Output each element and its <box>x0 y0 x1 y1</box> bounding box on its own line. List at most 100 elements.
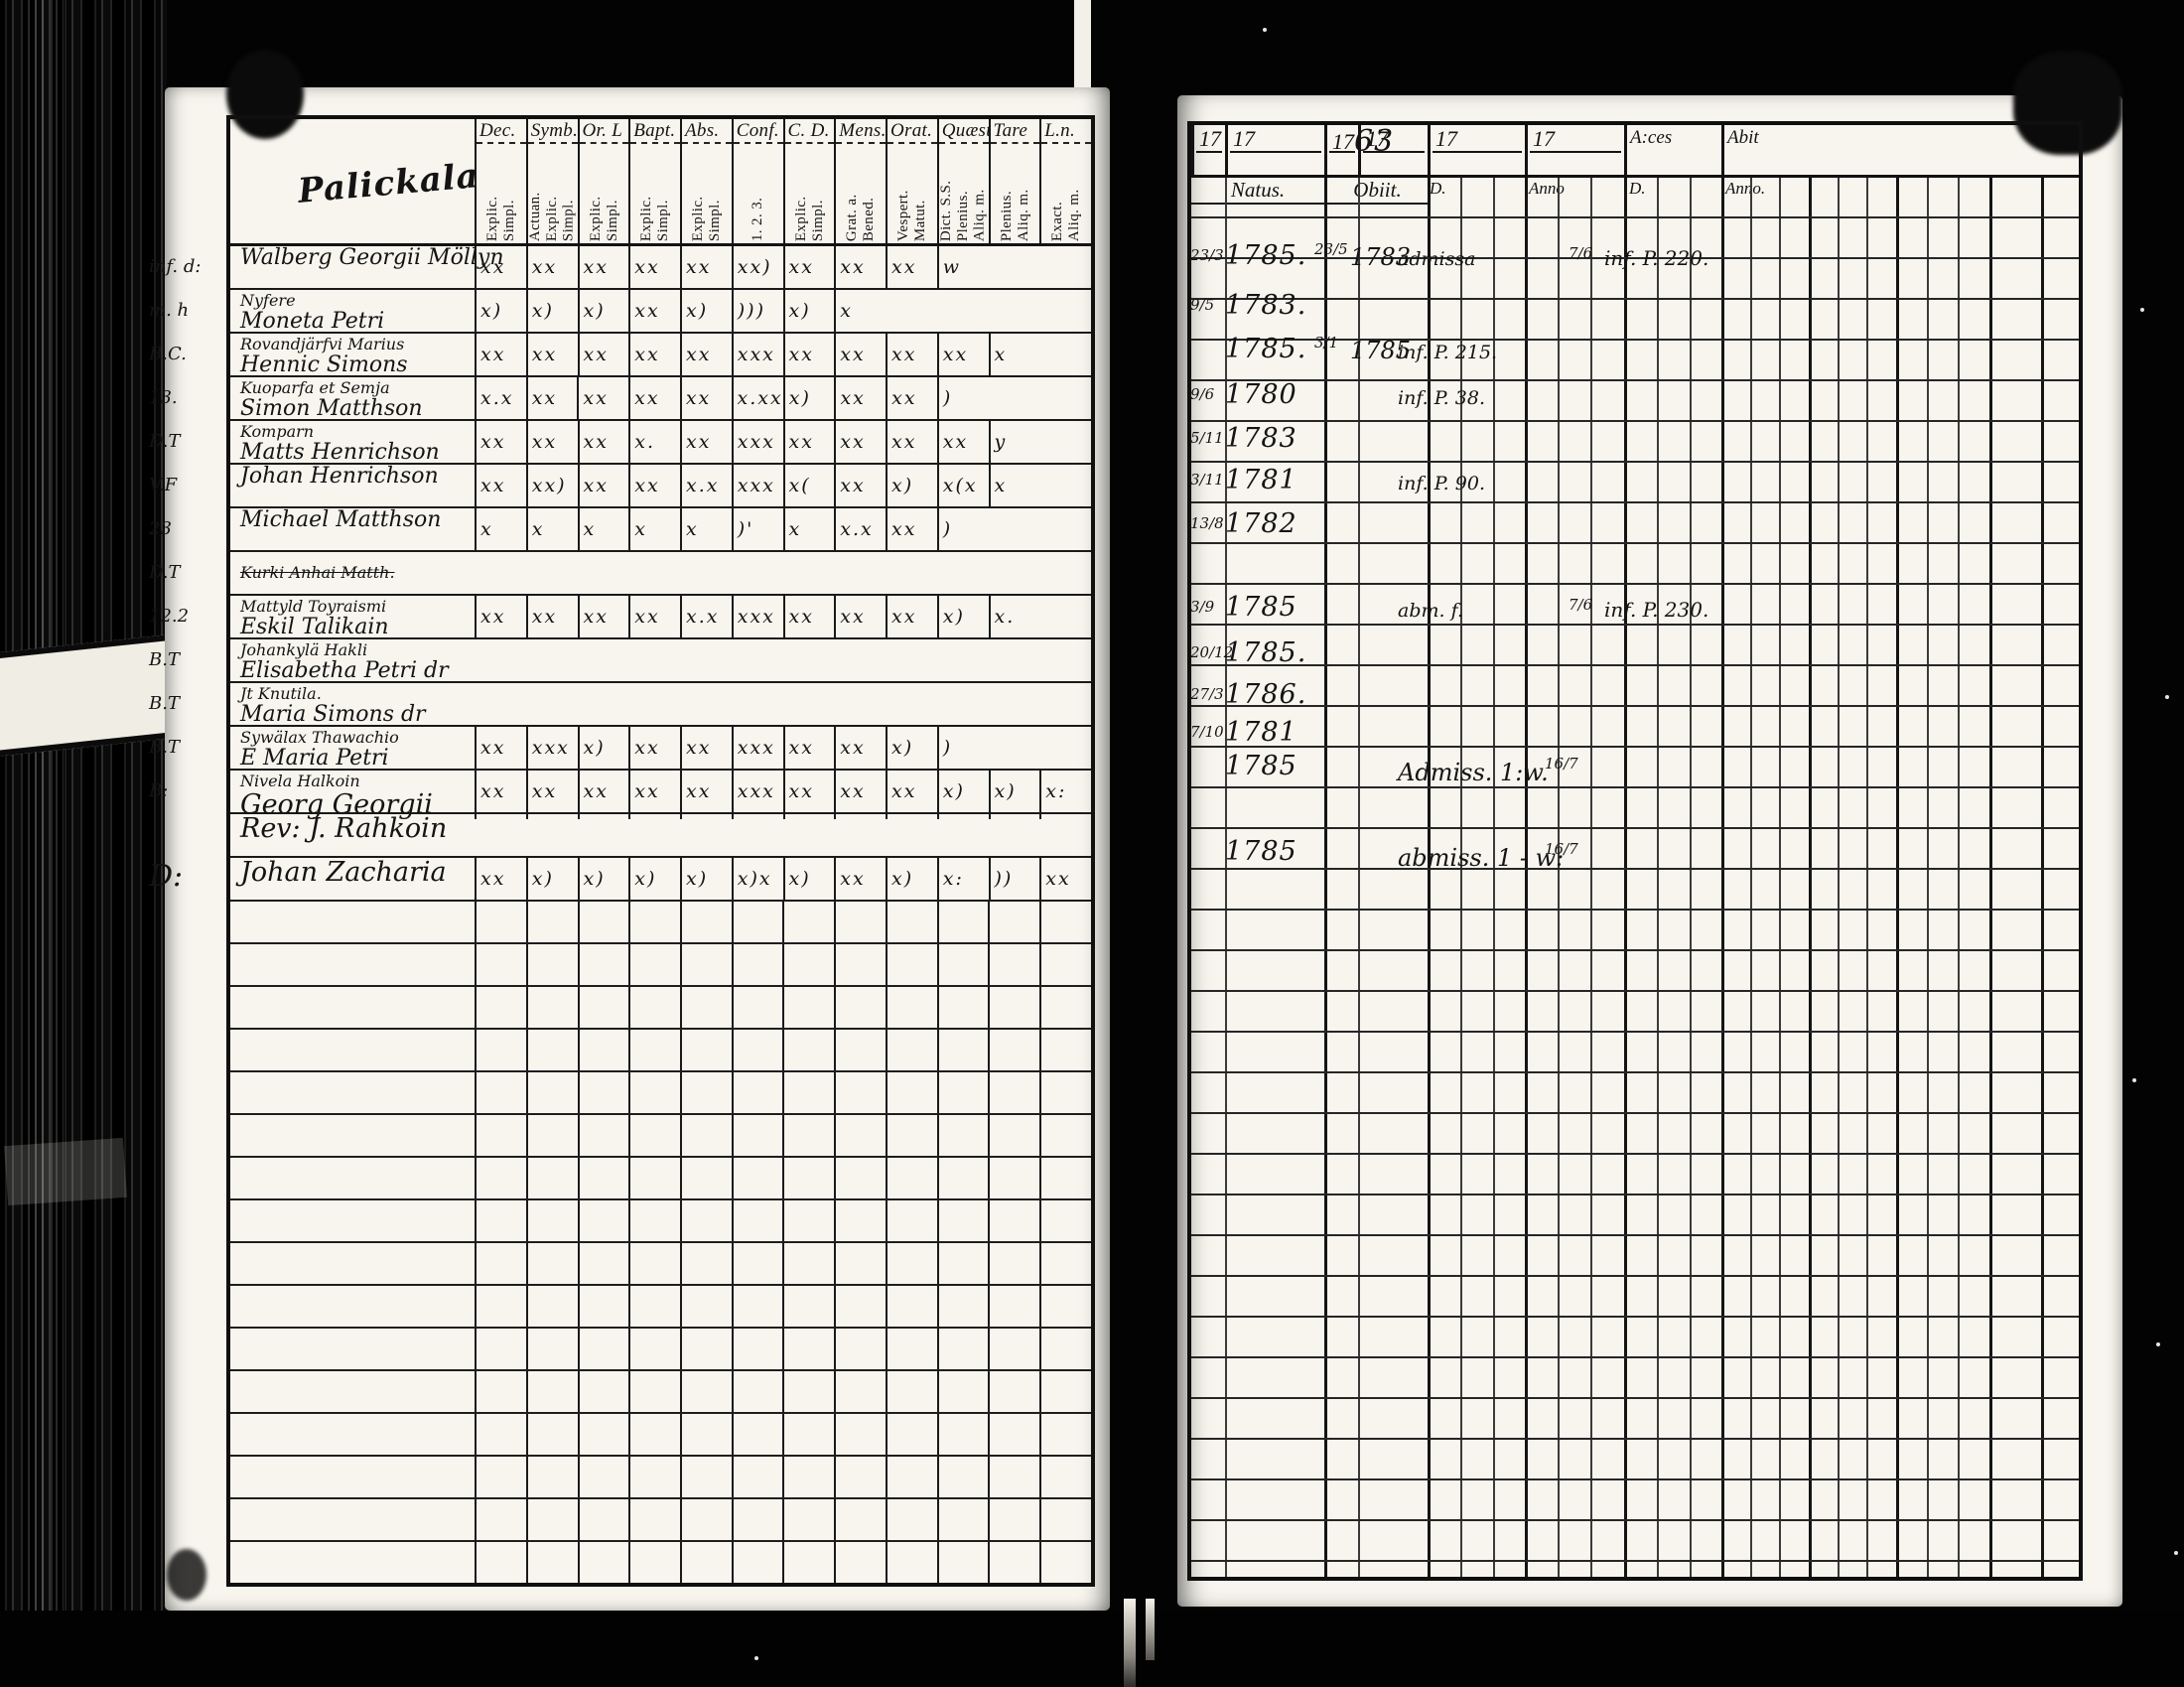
mark-cell: xx <box>475 334 526 377</box>
mark-cell: x) <box>525 858 578 900</box>
name-cell: B.T Johankylä Hakli Elisabetha Petri dr <box>149 639 475 683</box>
column-label: Bapt. <box>630 119 680 144</box>
catechism-column-header: L.n. Exact. Aliq. m. <box>1039 119 1091 243</box>
natus-year-script: 1785. <box>1225 240 1307 271</box>
column-label: Symb. <box>527 119 578 144</box>
year-underline <box>1196 151 1222 153</box>
gutter-top-strip <box>1074 0 1091 92</box>
year-column-header-1: 17 <box>1191 125 1225 178</box>
note-pageref-script: inf. P. 220. <box>1604 246 1709 270</box>
mark-cell: xx <box>475 246 526 288</box>
mark-cell: xx <box>475 858 526 900</box>
column-label: Quæst. <box>938 119 989 144</box>
mark-cell: xx) <box>731 246 783 288</box>
vital-record-row: 9/5 1783. <box>1187 288 2083 332</box>
name-cell: D: Johan Zacharia <box>149 858 475 900</box>
column-sublabel-rotated: Grat. a. Bened. <box>844 194 878 241</box>
binding-thread-strip-2 <box>1146 1599 1155 1660</box>
natus-year-script: 1785 <box>1225 592 1297 623</box>
column-label: Orat. <box>887 119 937 144</box>
person-name-script: Rev: J. Rahkoin <box>240 813 448 844</box>
mark-cell: xx <box>886 771 937 820</box>
mark-cell: x <box>988 334 1040 377</box>
obiit-day-script: 3/1 <box>1314 334 1339 351</box>
natus-day-script: 23/3 <box>1190 246 1224 264</box>
note-date-script: 16/7 <box>1545 840 1578 858</box>
mark-cell: xx <box>782 421 835 465</box>
year-column-header-6: 17 <box>1525 125 1624 178</box>
vital-record-row: 3/11 1781 inf. P. 90. <box>1187 463 2083 506</box>
name-cell: 23 Michael Matthson <box>149 507 475 550</box>
name-cell: B.T Sywälax Thawachio E Maria Petri <box>149 727 475 771</box>
village-title-script: Palickala <box>296 156 481 211</box>
vital-record-row: 7/10 1781 <box>1187 715 2083 759</box>
mark-cell: xx <box>577 421 629 465</box>
vital-record-row: 1785 abmiss. 1 - w: 16/7 <box>1187 834 2083 878</box>
mark-cell: xx <box>475 727 526 771</box>
mark-cell: xx <box>577 246 629 288</box>
mark-cell: xx <box>679 377 732 421</box>
mark-cell: xx <box>782 334 835 377</box>
catechism-column-header: Or. L Explic. Simpl. <box>577 119 629 243</box>
mark-cell: x <box>680 508 732 550</box>
mark-cell: xx <box>577 465 629 506</box>
natus-day-script: 13/8 <box>1190 514 1224 532</box>
natus-year-script: 1785. <box>1225 637 1307 668</box>
mark-cell: x) <box>782 290 835 334</box>
name-column-header: Palickala <box>230 119 481 243</box>
natus-year-script: 1785 <box>1225 751 1297 781</box>
vital-record-row: 27/3 1786. <box>1187 677 2083 721</box>
mark-cell: xx <box>936 421 989 465</box>
year-label: 17 <box>1366 126 1388 151</box>
mark-cell: x <box>577 508 629 550</box>
speck <box>2174 1551 2178 1555</box>
name-cell: B.T Jt Knutila. Maria Simons dr <box>149 683 475 727</box>
mark-cell: x) <box>628 858 680 900</box>
mark-cell: xx <box>475 771 526 820</box>
margin-code-script: 23 <box>149 518 172 539</box>
mark-cell: xx <box>628 334 680 377</box>
year-underline <box>1230 151 1321 153</box>
mark-cell: xx <box>525 246 578 288</box>
mark-cell: xx <box>834 596 886 639</box>
speck <box>2140 308 2144 312</box>
household-row: V.F Johan Henrichson xx xx) xx xx x.x xx… <box>149 464 1091 508</box>
mark-cell: x) <box>936 596 989 639</box>
left-table-body: inf. d: Walberg Georgii Möllyn xx xx xx … <box>149 245 1091 1583</box>
mark-cell: x) <box>886 727 937 771</box>
mark-cell: xxx <box>731 465 783 506</box>
margin-code-script: V.F <box>149 475 178 495</box>
column-sublabel-rotated: Dict. S.S. Plenius. Aliq. m. <box>938 180 989 241</box>
mark-cell: xx <box>680 771 732 820</box>
mark-cell: x) <box>680 858 732 900</box>
mark-cell: x(x <box>936 465 989 506</box>
speck <box>2132 1078 2136 1082</box>
mark-cell: x <box>834 290 886 334</box>
note-script: admissa <box>1398 248 1476 270</box>
margin-code-script: 13. <box>149 387 178 408</box>
household-row: 23 Michael Matthson x x x x x )' x x.x x… <box>149 507 1091 552</box>
mark-cell: xx <box>628 771 680 820</box>
natus-year-script: 1785 <box>1225 836 1297 867</box>
catechism-column-header: Symb. Actuan. Explic. Simpl. <box>525 119 578 243</box>
mark-cell: x)x <box>731 858 783 900</box>
column-sublabel-rotated: Explic. Simpl. <box>484 196 517 241</box>
natus-day-script: 3/9 <box>1190 598 1215 616</box>
vital-record-row: 1785. 3/1 1785 inf. P. 215. <box>1187 332 2083 375</box>
speck <box>1263 28 1267 32</box>
mark-cell: w <box>936 246 989 288</box>
person-name-script: Maria Simons dr <box>240 701 426 727</box>
column-label: Mens. <box>836 119 886 144</box>
left-register-table: Palickala Dec. Explic. Simpl. Symb. Actu… <box>149 115 1095 1587</box>
mark-cell: x: <box>1039 771 1091 820</box>
catechism-column-header: Dec. Explic. Simpl. <box>475 119 526 243</box>
left-table-header: Palickala Dec. Explic. Simpl. Symb. Actu… <box>230 119 1091 246</box>
column-sublabel-rotated: 1. 2. 3. <box>750 197 766 241</box>
column-label: L.n. <box>1041 119 1091 144</box>
note-script: Admiss. 1:w. <box>1398 759 1549 786</box>
farm-name-script: Rovandjärfvi Marius <box>240 335 405 353</box>
mark-cell: xx <box>475 596 526 639</box>
year-label: 17 <box>1199 126 1221 151</box>
note-date-script: 16/7 <box>1545 755 1578 773</box>
mark-cell: x) <box>782 858 835 900</box>
